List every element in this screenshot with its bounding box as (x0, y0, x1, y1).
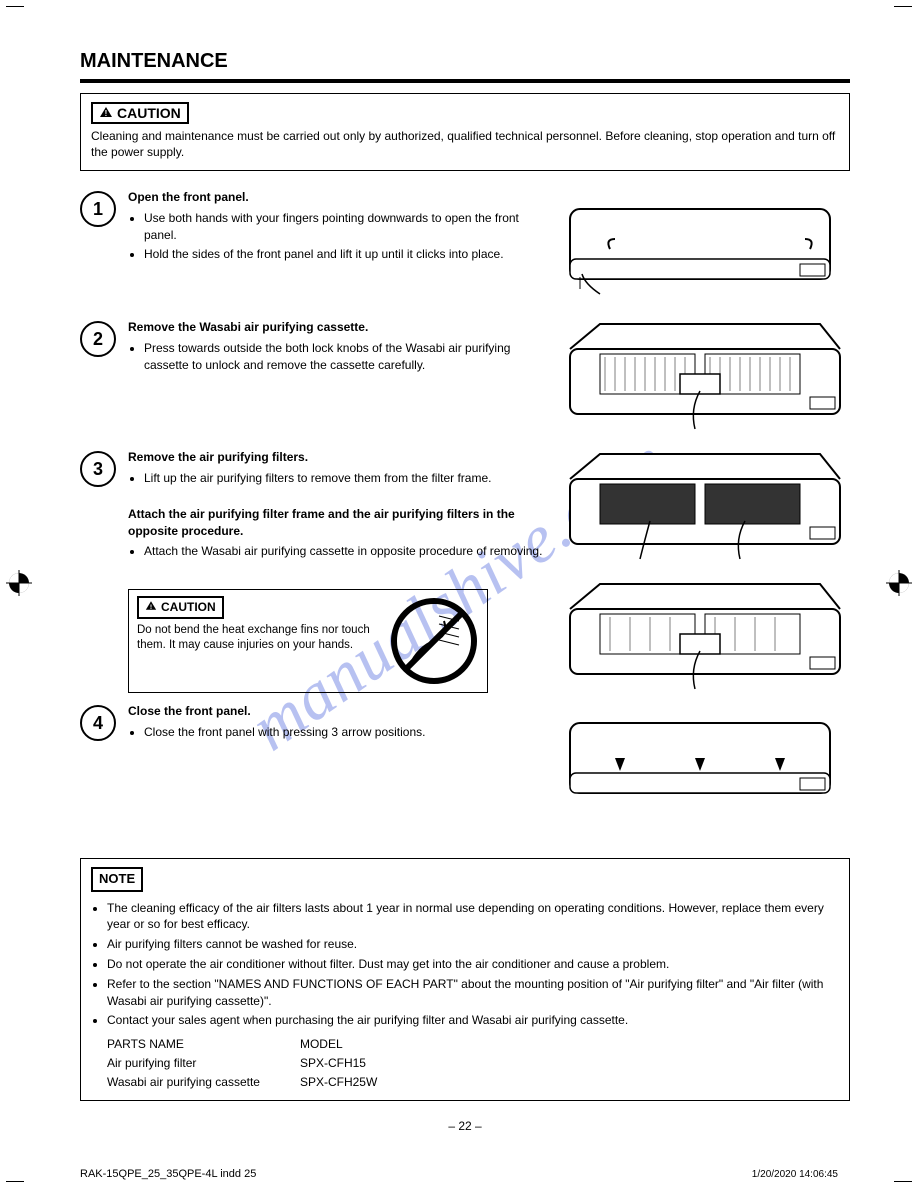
top-caution-box: ! CAUTION Cleaning and maintenance must … (80, 93, 850, 171)
step-1-title: Open the front panel. (128, 190, 249, 204)
imprint-right: 1/20/2020 14:06:45 (752, 1169, 838, 1180)
registration-mark-right (886, 570, 912, 596)
caution-label-text: CAUTION (117, 105, 181, 121)
warning-triangle-icon: ! (99, 105, 113, 121)
step-3b-figure (560, 579, 850, 694)
step-2-figure (560, 319, 850, 434)
note-item-3: Do not operate the air conditioner witho… (107, 956, 839, 973)
ac-unit-closed-icon (560, 189, 850, 304)
step-3-number: 3 (80, 451, 116, 487)
crop-mark-br (894, 1181, 912, 1182)
step-2-line-1: Press towards outside the both lock knob… (144, 340, 550, 374)
step-4: 4 Close the front panel. Close the front… (80, 703, 850, 838)
step-4-line-1: Close the front panel with pressing 3 ar… (144, 724, 550, 741)
parts-header-name: PARTS NAME (107, 1035, 290, 1054)
note-box: NOTE The cleaning efficacy of the air fi… (80, 858, 850, 1100)
step-3-line-1: Lift up the air purifying filters to rem… (144, 470, 550, 487)
note-item-5: Contact your sales agent when purchasing… (107, 1012, 839, 1029)
step-1-number: 1 (80, 191, 116, 227)
step-4-body: Close the front panel. Close the front p… (128, 703, 560, 743)
step-2-number: 2 (80, 321, 116, 357)
step-2: 2 Remove the Wasabi air purifying casset… (80, 319, 850, 439)
caution-body-text: Cleaning and maintenance must be carried… (91, 128, 839, 160)
svg-text:!: ! (150, 604, 152, 611)
page-number: – 22 – (80, 1119, 850, 1133)
imprint-left: RAK-15QPE_25_35QPE-4L indd 25 (80, 1168, 256, 1180)
warning-triangle-icon: ! (145, 599, 157, 615)
inner-caution-row: ! CAUTION Do not bend the heat exchange … (80, 579, 850, 703)
svg-text:!: ! (105, 109, 108, 118)
prohibition-icon (389, 596, 479, 686)
page-title: MAINTENANCE (80, 50, 850, 73)
step-2-title: Remove the Wasabi air purifying cassette… (128, 320, 368, 334)
note-label: NOTE (91, 867, 143, 891)
parts-row-1-name: Air purifying filter (107, 1054, 290, 1073)
step-1-line-2: Hold the sides of the front panel and li… (144, 246, 550, 263)
parts-row-2-model: SPX-CFH25W (290, 1073, 387, 1092)
caution-label: ! CAUTION (91, 102, 189, 124)
page-content: MAINTENANCE ! CAUTION Cleaning and maint… (80, 50, 850, 1133)
heading-rule (80, 79, 850, 83)
step-3: 3 Remove the air purifying filters. Lift… (80, 449, 850, 569)
note-item-4: Refer to the section "NAMES AND FUNCTION… (107, 976, 839, 1010)
registration-mark-left (6, 570, 32, 596)
ac-unit-remove-filters-icon (560, 449, 850, 564)
step-1-body: Open the front panel. Use both hands wit… (128, 189, 560, 264)
step-3-title: Remove the air purifying filters. (128, 450, 308, 464)
step-3-figure (560, 449, 850, 564)
parts-table: PARTS NAME MODEL Air purifying filter SP… (107, 1035, 387, 1091)
step-3-sub-line-1: Attach the Wasabi air purifying cassette… (144, 543, 550, 560)
inner-caution-label: ! CAUTION (137, 596, 224, 618)
step-4-number: 4 (80, 705, 116, 741)
step-1-figure (560, 189, 850, 304)
ac-unit-close-panel-icon (560, 703, 850, 818)
inner-caution-text: Do not bend the heat exchange fins nor t… (137, 623, 379, 654)
crop-mark-tl (6, 6, 24, 7)
crop-mark-bl (6, 1181, 24, 1182)
inner-caution-box: ! CAUTION Do not bend the heat exchange … (128, 589, 488, 693)
ac-unit-reattach-icon (560, 579, 850, 694)
inner-caution-label-text: CAUTION (161, 599, 216, 615)
step-3-sub-title: Attach the air purifying filter frame an… (128, 507, 515, 538)
parts-header-model: MODEL (290, 1035, 387, 1054)
step-2-body: Remove the Wasabi air purifying cassette… (128, 319, 560, 375)
step-1-line-1: Use both hands with your fingers pointin… (144, 210, 550, 244)
step-4-figure (560, 703, 850, 818)
step-4-title: Close the front panel. (128, 704, 251, 718)
ac-unit-open-cassette-icon (560, 319, 850, 434)
crop-mark-tr (894, 6, 912, 7)
parts-row-1-model: SPX-CFH15 (290, 1054, 387, 1073)
step-1: 1 Open the front panel. Use both hands w… (80, 189, 850, 309)
note-item-1: The cleaning efficacy of the air filters… (107, 900, 839, 934)
parts-row-2-name: Wasabi air purifying cassette (107, 1073, 290, 1092)
step-3-body: Remove the air purifying filters. Lift u… (128, 449, 560, 562)
note-item-2: Air purifying filters cannot be washed f… (107, 936, 839, 953)
